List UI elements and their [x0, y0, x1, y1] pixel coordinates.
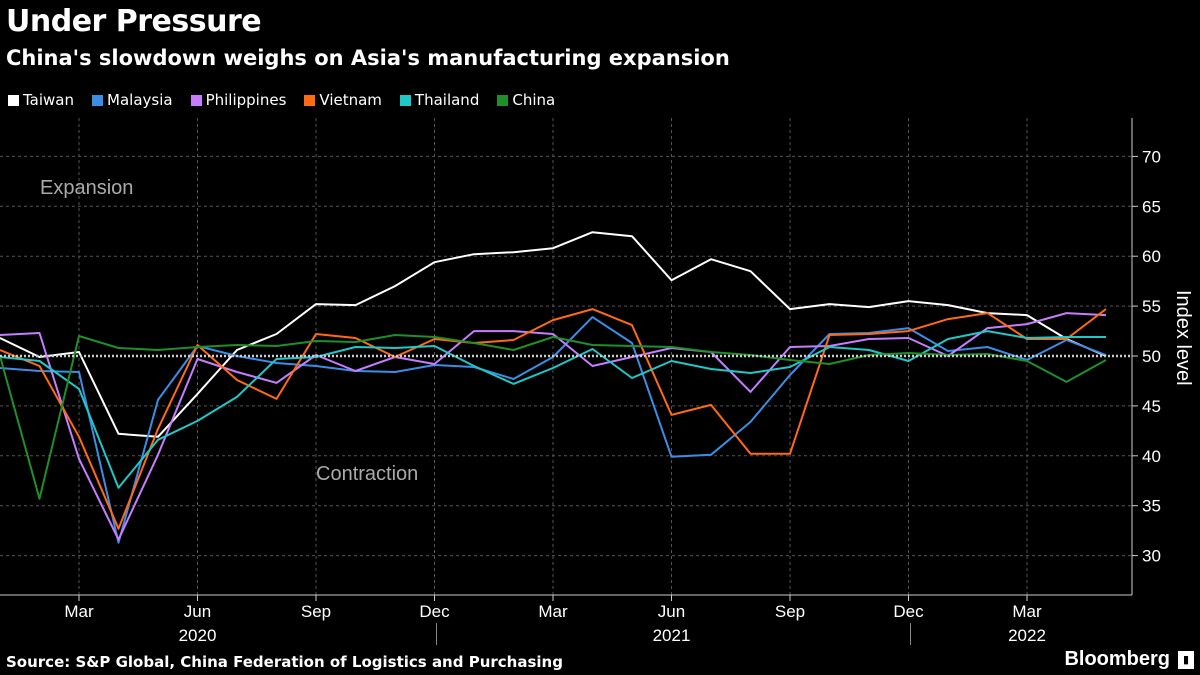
y-tick-label: 70 [1142, 147, 1161, 166]
series-line-china [0, 334, 1107, 500]
legend-item-vietnam: Vietnam [304, 91, 382, 109]
x-tick-label: Mar [1012, 602, 1042, 621]
x-tick-label: Dec [893, 602, 924, 621]
x-tick-label: Sep [301, 602, 331, 621]
legend-item-malaysia: Malaysia [92, 91, 173, 109]
y-tick-label: 60 [1142, 247, 1161, 266]
annotation-contraction: Contraction [316, 463, 418, 485]
chart-title: Under Pressure [6, 4, 262, 39]
chart-subtitle: China's slowdown weighs on Asia's manufa… [6, 46, 730, 70]
year-label: 2021 [653, 626, 691, 645]
x-tick-label: Jun [184, 602, 211, 621]
legend-label: China [512, 91, 556, 109]
x-tick-label: Dec [419, 602, 450, 621]
legend-label: Thailand [414, 91, 480, 109]
legend-swatch [304, 94, 316, 106]
legend-swatch [190, 94, 202, 106]
x-tick-label: Sep [775, 602, 805, 621]
legend: Taiwan Malaysia Philippines Vietnam Thailand… [8, 91, 555, 109]
legend-item-thailand: Thailand [399, 91, 480, 109]
series-line-vietnam [0, 308, 1107, 530]
legend-swatch [399, 94, 411, 106]
legend-swatch [497, 94, 509, 106]
year-label: 2022 [1008, 626, 1046, 645]
source-note: Source: S&P Global, China Federation of … [6, 653, 563, 671]
legend-swatch [8, 94, 19, 106]
legend-item-taiwan: Taiwan [8, 91, 74, 109]
y-tick-label: 50 [1142, 347, 1161, 366]
legend-swatch [92, 94, 104, 106]
x-tick-label: Mar [64, 602, 94, 621]
series-line-philippines [0, 312, 1107, 541]
terminal-icon: ▮ [1178, 651, 1194, 669]
y-tick-label: 65 [1142, 197, 1161, 216]
y-axis-label: Index level [1172, 290, 1194, 386]
year-label: 2020 [179, 626, 217, 645]
y-tick-label: 45 [1142, 397, 1161, 416]
legend-label: Malaysia [107, 91, 173, 109]
y-tick-label: 30 [1142, 547, 1161, 566]
legend-label: Vietnam [319, 91, 382, 109]
y-tick-label: 40 [1142, 447, 1161, 466]
y-tick-label: 55 [1142, 297, 1161, 316]
annotation-expansion: Expansion [40, 177, 133, 199]
legend-label: Taiwan [23, 91, 75, 109]
x-tick-label: Jun [658, 602, 685, 621]
legend-item-philippines: Philippines [190, 91, 287, 109]
legend-label: Philippines [205, 91, 287, 109]
x-tick-label: Mar [538, 602, 568, 621]
series-line-taiwan [0, 231, 1107, 438]
bloomberg-logo: Bloomberg [1064, 648, 1170, 670]
y-tick-label: 35 [1142, 497, 1161, 516]
legend-item-china: China [497, 91, 555, 109]
